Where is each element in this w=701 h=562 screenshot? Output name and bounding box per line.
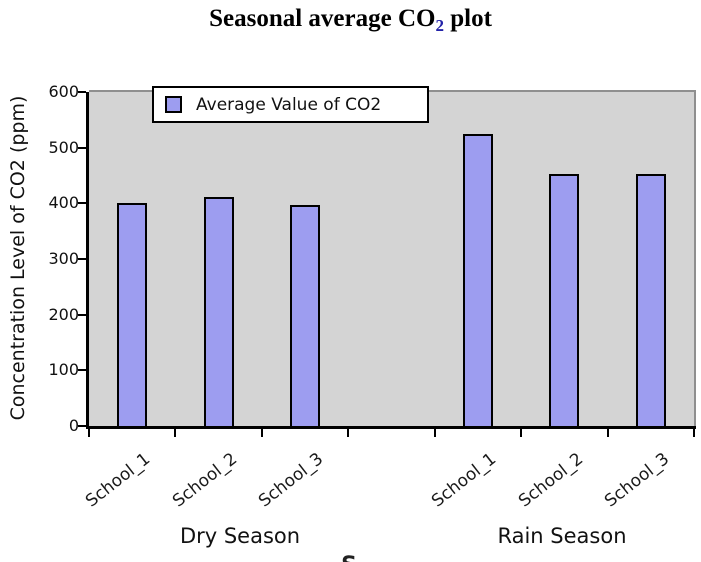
group-label-dry-season: Dry Season xyxy=(179,524,301,548)
y-tick-mark xyxy=(78,146,86,149)
x-axis-title-clipped: S xyxy=(334,555,364,562)
x-tick-mark xyxy=(88,429,90,437)
y-tick-mark xyxy=(78,313,86,316)
y-tick-mark xyxy=(78,369,86,372)
x-tick-label-school_3: School_3 xyxy=(255,449,328,512)
x-tick-mark xyxy=(520,429,523,437)
chart-title-subscript: 2 xyxy=(435,16,444,35)
y-tick-label: 600 xyxy=(48,82,79,101)
y-tick-mark xyxy=(78,258,86,260)
x-tick-label-school_2: School_2 xyxy=(168,449,241,512)
y-axis-line xyxy=(86,92,89,429)
plot-area xyxy=(89,92,694,426)
x-axis-title-partial-text: S xyxy=(341,555,357,562)
x-tick-mark xyxy=(174,429,177,437)
x-tick-mark xyxy=(347,429,350,437)
y-tick-label: 0 xyxy=(68,416,79,435)
x-axis-line xyxy=(86,426,696,429)
chart-title-suffix: plot xyxy=(443,5,492,32)
x-tick-mark xyxy=(606,429,609,437)
legend-label: Average Value of CO2 xyxy=(196,94,382,115)
x-tick-mark xyxy=(260,429,263,437)
plot-right-border xyxy=(694,92,696,426)
x-tick-label-school_2: School_2 xyxy=(514,449,587,512)
y-tick-mark xyxy=(78,202,86,205)
bar-rain-season-school_3 xyxy=(635,173,666,426)
y-tick-label: 400 xyxy=(48,193,79,213)
y-tick-label: 500 xyxy=(48,137,79,157)
x-tick-mark xyxy=(433,429,436,437)
bar-rain-season-school_2 xyxy=(549,174,580,426)
y-tick-label: 300 xyxy=(48,249,79,268)
bar-dry-season-school_2 xyxy=(203,196,234,426)
bar-dry-season-school_1 xyxy=(117,203,148,426)
bar-rain-season-school_1 xyxy=(462,134,493,426)
group-label-rain-season: Rain Season xyxy=(497,524,627,548)
chart-title: Seasonal average CO2 plot xyxy=(0,5,701,36)
y-tick-label: 200 xyxy=(48,304,79,324)
chart-title-prefix: Seasonal average CO xyxy=(209,5,436,32)
y-tick-mark xyxy=(78,425,86,427)
bar-dry-season-school_3 xyxy=(290,205,321,426)
x-tick-label-school_1: School_1 xyxy=(428,449,501,512)
x-tick-mark xyxy=(693,429,695,437)
x-tick-label-school_1: School_1 xyxy=(82,449,155,512)
legend: Average Value of CO2 xyxy=(152,86,429,123)
y-tick-mark xyxy=(78,91,86,93)
legend-swatch xyxy=(165,96,182,113)
y-tick-label: 100 xyxy=(48,360,79,380)
x-tick-label-school_3: School_3 xyxy=(601,449,674,512)
